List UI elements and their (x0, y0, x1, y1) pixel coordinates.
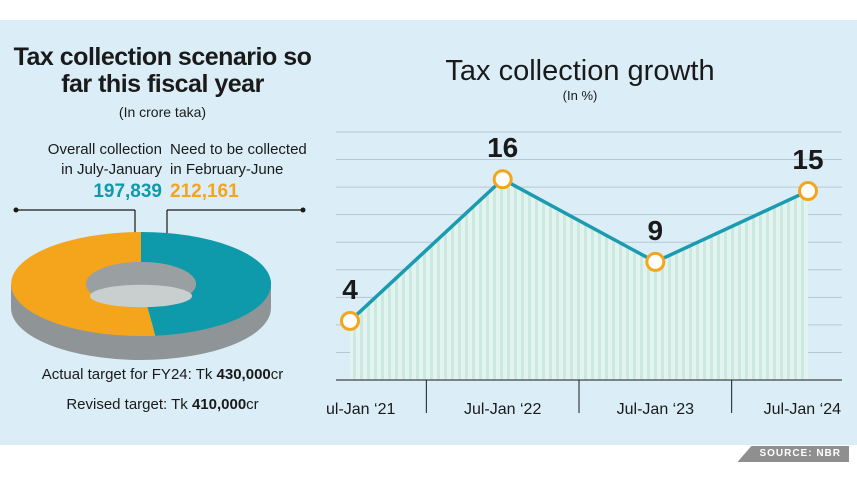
x-tick-label-2: Jul-Jan ‘22 (464, 401, 541, 418)
data-point-4 (798, 181, 818, 202)
overall-label-line1: Overall collection (47, 141, 162, 158)
donut-slice-1 (141, 232, 272, 336)
overall-collection-label: Overall collection in July-January (12, 140, 162, 180)
overall-leader-dot (13, 207, 19, 213)
line-chart-subtitle: (In %) (563, 88, 598, 103)
donut-chart (11, 207, 306, 360)
need-label-line1: Need to be collected (170, 141, 307, 158)
source-badge: SOURCE: NBR (737, 446, 849, 462)
overall-label-line2: in July-January (61, 161, 162, 178)
data-label-2: 16 (487, 132, 518, 163)
data-label-4: 15 (792, 144, 823, 175)
data-label-1: 4 (342, 274, 358, 305)
donut-slice-2 (11, 232, 156, 336)
donut-subtitle: (In crore taka) (118, 104, 207, 120)
line-chart-title: Tax collection growth (445, 55, 714, 87)
data-point-2 (492, 169, 513, 190)
data-point-1 (340, 310, 360, 331)
actual-target-text: Actual target for FY24: Tk 430,000cr (41, 366, 284, 383)
overall-collection-value: 197,839 (93, 181, 162, 202)
growth-line-chart: Tax collection growth (In %) 4 Jul-Jan ‘2… (325, 55, 842, 418)
need-collection-value: 212,161 (170, 181, 239, 202)
x-tick-label-4: Jul-Jan ‘24 (764, 401, 841, 418)
revised-target-value: 410,000 (191, 396, 247, 413)
data-label-3: 9 (648, 215, 664, 246)
need-label-line2: in February-June (170, 161, 284, 178)
donut-title: Tax collection scenario so far this fisc… (13, 43, 312, 98)
growth-series-line (348, 177, 809, 323)
x-tick-label-1: Jul-Jan ‘21 (325, 401, 395, 418)
x-tick-label-3: Jul-Jan ‘23 (617, 401, 694, 418)
need-leader-dot (300, 207, 306, 213)
need-collection-label: Need to be collected in February-June (170, 140, 330, 180)
revised-target-text: Revised target: Tk 410,000cr (66, 396, 259, 413)
data-point-3 (645, 251, 666, 272)
actual-target-value: 430,000 (216, 366, 271, 383)
